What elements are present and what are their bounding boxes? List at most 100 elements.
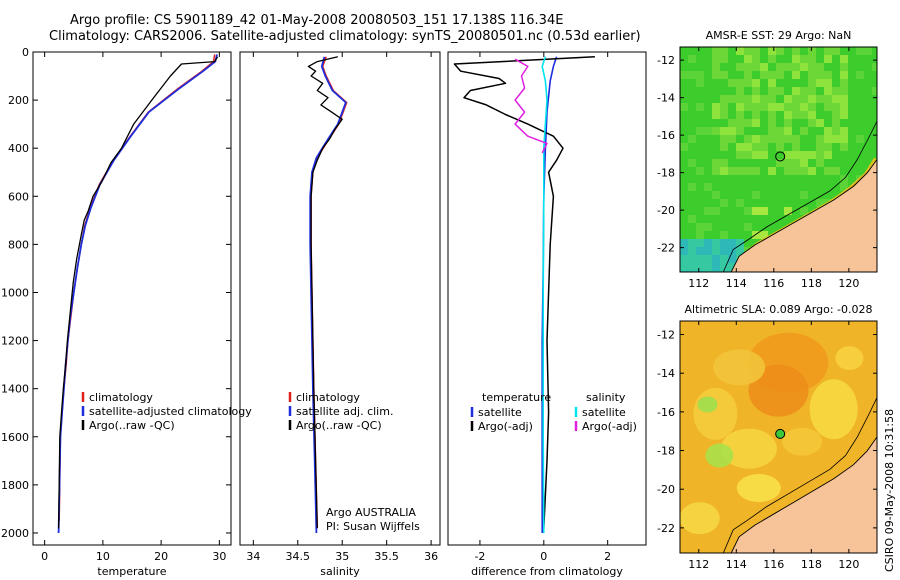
sla-anomaly-blob <box>713 349 766 386</box>
map-y-tick-label: -12 <box>657 54 675 67</box>
legend-entry: satellite <box>582 406 626 419</box>
map-y-tick-label: -14 <box>657 92 675 105</box>
map-y-tick-label: -14 <box>657 367 675 380</box>
sla-anomaly-blob <box>680 502 720 535</box>
sla-anomaly-blob <box>697 396 718 413</box>
map-x-tick-label: 120 <box>838 558 859 571</box>
profile-panel-2: 34 34.5 35 35.5 36 salinity climatologysatelli… <box>239 51 441 578</box>
x-axis-label: salinity <box>320 565 360 578</box>
sla-anomaly-blob <box>835 346 864 371</box>
climatology-title: Climatology: CARS2006. Satellite-adjuste… <box>49 29 641 44</box>
y-tick-label: 1400 <box>1 383 29 396</box>
legend-group-title: temperature <box>482 391 551 404</box>
sla-anomaly-blob <box>693 387 738 440</box>
map-y-tick-label: -22 <box>657 242 675 255</box>
legend-entry: climatology <box>89 391 153 404</box>
x-tick-label: 34.5 <box>286 550 311 563</box>
x-tick-label: 0 <box>540 550 547 563</box>
map-y-tick-label: -18 <box>657 445 675 458</box>
x-tick-label: 30 <box>212 550 226 563</box>
series-line-1 <box>58 54 216 522</box>
legend-entry: satellite adj. clim. <box>296 405 393 418</box>
legend-entry: Argo(-adj) <box>478 420 533 433</box>
land-area <box>730 158 877 272</box>
map-y-tick-label: -20 <box>657 483 675 496</box>
profile-title: Argo profile: CS 5901189_42 01-May-2008 … <box>70 13 564 28</box>
map-x-tick-label: 112 <box>688 277 709 290</box>
map-frame <box>679 320 878 554</box>
map-panel-1: AMSR-E SST: 29 Argo: NaN 112 114 116 118 120 -… <box>657 29 878 290</box>
x-axis-label: difference from climatology <box>471 565 623 578</box>
sla-anomaly-blob <box>748 364 809 417</box>
series-line-2 <box>309 56 347 534</box>
y-tick-label: 1000 <box>1 286 29 299</box>
map-x-tick-label: 118 <box>801 558 822 571</box>
y-tick-label: 1200 <box>1 335 29 348</box>
map-field <box>680 47 877 272</box>
y-tick-label: 400 <box>8 142 29 155</box>
axes-frame <box>32 51 232 546</box>
legend-entry: Argo(-adj) <box>582 420 637 433</box>
panel-annotation: Argo AUSTRALIA <box>326 506 416 519</box>
x-tick-label: -2 <box>474 550 485 563</box>
sla-anomaly-blob <box>809 379 858 440</box>
x-tick-label: 34 <box>246 550 260 563</box>
map-y-tick-label: -20 <box>657 204 675 217</box>
profile-panel-3: -2 0 2 difference from climatology temperatu… <box>447 51 647 578</box>
x-tick-label: 36 <box>424 550 438 563</box>
series-line-1 <box>310 56 348 529</box>
argo-position-marker <box>775 151 786 162</box>
map-y-tick-label: -22 <box>657 522 675 535</box>
x-tick-label: 10 <box>96 550 110 563</box>
land-area <box>730 436 877 553</box>
map-x-tick-label: 116 <box>763 277 784 290</box>
y-tick-label: 2000 <box>1 527 29 540</box>
map-x-tick-label: 116 <box>763 558 784 571</box>
y-tick-label: 200 <box>8 94 29 107</box>
depth-contour <box>722 397 877 553</box>
y-tick-label: 1800 <box>1 479 29 492</box>
series-line-3 <box>57 56 219 529</box>
series-line-2 <box>57 54 218 534</box>
x-tick-label: 20 <box>154 550 168 563</box>
y-tick-label: 800 <box>8 238 29 251</box>
sla-anomaly-blob <box>782 427 823 456</box>
legend-entry: satellite-adjusted climatology <box>89 405 252 418</box>
sla-anomaly-blob <box>705 443 734 468</box>
map-y-tick-label: -12 <box>657 329 675 342</box>
legend-entry: Argo(..raw -QC) <box>89 419 175 432</box>
map-x-tick-label: 114 <box>726 558 747 571</box>
map-x-tick-label: 120 <box>838 277 859 290</box>
map-y-tick-label: -16 <box>657 406 675 419</box>
x-tick-label: 35 <box>335 550 349 563</box>
y-tick-label: 1600 <box>1 431 29 444</box>
map-title: Altimetric SLA: 0.089 Argo: -0.028 <box>685 303 873 316</box>
x-tick-label: 2 <box>604 550 611 563</box>
map-y-tick-label: -18 <box>657 167 675 180</box>
sla-anomaly-blob <box>736 474 781 503</box>
x-tick-label: 0 <box>41 550 48 563</box>
map-y-tick-label: -16 <box>657 129 675 142</box>
profile-panel-1: 0 10 20 30 0 200 400 600 800 1000 1200 1400 1600 1800… <box>1 46 252 578</box>
series-line-3 <box>541 56 548 534</box>
legend-entry: satellite <box>478 406 522 419</box>
series-line-3 <box>307 56 343 529</box>
depth-contour <box>722 121 877 272</box>
y-tick-label: 600 <box>8 190 29 203</box>
x-tick-label: 35.5 <box>374 550 399 563</box>
series-line-2 <box>453 56 595 529</box>
panel-annotation: PI: Susan Wijffels <box>326 520 420 533</box>
map-panel-2: Altimetric SLA: 0.089 Argo: -0.028 112 114… <box>657 303 878 571</box>
map-title: AMSR-E SST: 29 Argo: NaN <box>706 29 852 42</box>
x-axis-label: temperature <box>97 565 166 578</box>
legend-entry: climatology <box>296 391 360 404</box>
argo-position-marker <box>775 428 786 439</box>
y-tick-label: 0 <box>22 46 29 59</box>
legend-group-title: salinity <box>586 391 626 404</box>
axes-frame <box>447 51 647 546</box>
map-x-tick-label: 114 <box>726 277 747 290</box>
map-x-tick-label: 112 <box>688 558 709 571</box>
map-frame <box>679 46 878 273</box>
map-x-tick-label: 118 <box>801 277 822 290</box>
